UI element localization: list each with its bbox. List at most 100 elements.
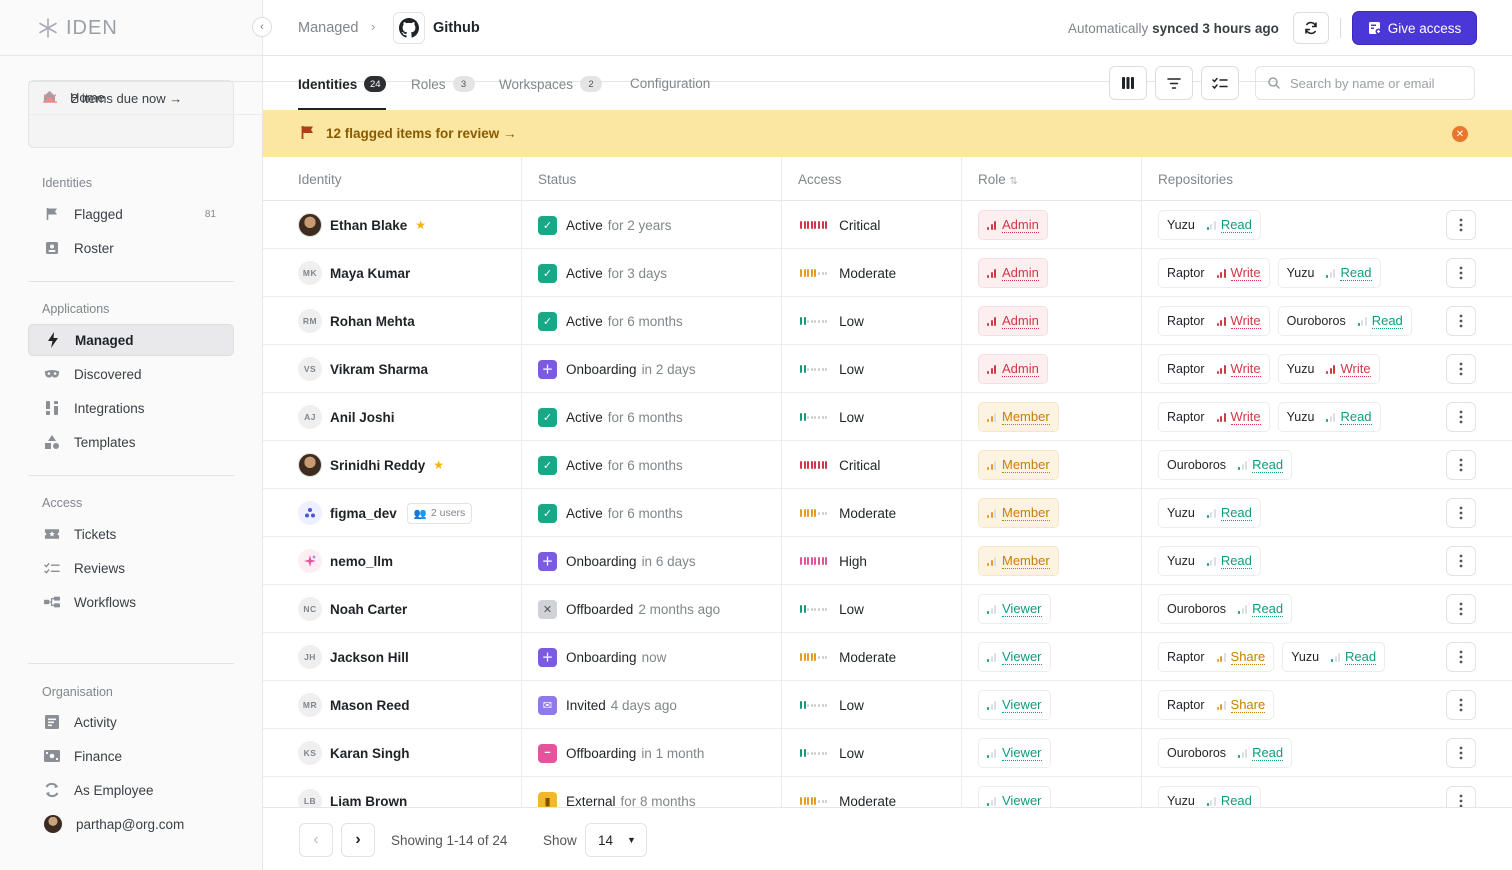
role-chip[interactable]: Admin: [978, 306, 1048, 336]
table-row[interactable]: MK Maya Kumar ✓ Active for 3 days Moderate A…: [263, 249, 1512, 297]
role-chip[interactable]: Member: [978, 402, 1059, 432]
flagged-review-link[interactable]: 12 flagged items for review →: [326, 126, 517, 141]
tab-configuration[interactable]: Configuration: [630, 76, 711, 91]
role-chip[interactable]: Member: [978, 546, 1059, 576]
role-chip[interactable]: Viewer: [978, 786, 1051, 807]
repository-chip[interactable]: Ouroboros Read: [1158, 450, 1293, 480]
table-row[interactable]: nemo_llm ＋ Onboarding in 6 days High Member…: [263, 537, 1512, 585]
table-row[interactable]: NC Noah Carter ✕ Offboarded 2 months ago Lo…: [263, 585, 1512, 633]
next-page-button[interactable]: ›: [341, 823, 375, 857]
table-row[interactable]: AJ Anil Joshi ✓ Active for 6 months Low Memb…: [263, 393, 1512, 441]
identity-name[interactable]: Anil Joshi: [330, 409, 395, 425]
row-actions-button[interactable]: [1446, 498, 1476, 528]
close-icon[interactable]: ✕: [1452, 126, 1468, 142]
repository-chip[interactable]: Yuzu Read: [1158, 786, 1261, 807]
repository-chip[interactable]: Ouroboros Read: [1158, 594, 1293, 624]
identity-name[interactable]: Liam Brown: [330, 793, 408, 808]
role-chip[interactable]: Viewer: [978, 642, 1051, 672]
repository-chip[interactable]: Raptor Write: [1158, 306, 1270, 336]
role-chip[interactable]: Viewer: [978, 738, 1051, 768]
repository-chip[interactable]: Raptor Write: [1158, 354, 1270, 384]
repository-chip[interactable]: Ouroboros Read: [1277, 306, 1412, 336]
repository-chip[interactable]: Yuzu Read: [1277, 402, 1381, 432]
column-identity[interactable]: Identity: [298, 172, 342, 187]
identity-name[interactable]: figma_dev: [330, 505, 397, 521]
table-row[interactable]: figma_dev 👥 2 users ✓ Active for 6 months Mo…: [263, 489, 1512, 537]
sidebar-item-discovered[interactable]: Discovered: [28, 358, 234, 390]
sidebar-item-as-employee[interactable]: As Employee: [28, 774, 234, 806]
table-row[interactable]: Ethan Blake ★ ✓ Active for 2 years Critical…: [263, 201, 1512, 249]
identity-name[interactable]: Jackson Hill: [330, 649, 409, 665]
sidebar-item-finance[interactable]: Finance: [28, 740, 234, 772]
repository-chip[interactable]: Raptor Share: [1158, 642, 1275, 672]
sidebar-item-workflows[interactable]: Workflows: [28, 586, 234, 618]
column-repositories[interactable]: Repositories: [1158, 172, 1234, 187]
identity-name[interactable]: Vikram Sharma: [330, 361, 429, 377]
tab-roles[interactable]: Roles 3: [411, 76, 475, 92]
table-row[interactable]: RM Rohan Mehta ✓ Active for 6 months Low Adm…: [263, 297, 1512, 345]
row-actions-button[interactable]: [1446, 258, 1476, 288]
row-actions-button[interactable]: [1446, 738, 1476, 768]
filter-button[interactable]: [1155, 66, 1193, 100]
row-actions-button[interactable]: [1446, 786, 1476, 807]
repository-chip[interactable]: Raptor Write: [1158, 402, 1270, 432]
sidebar-item-tickets[interactable]: Tickets: [28, 518, 234, 550]
row-actions-button[interactable]: [1446, 642, 1476, 672]
collapse-sidebar-button[interactable]: ‹: [252, 17, 272, 37]
columns-view-button[interactable]: [1109, 66, 1147, 100]
sidebar-item-roster[interactable]: Roster: [28, 232, 234, 264]
repository-chip[interactable]: Yuzu Read: [1282, 642, 1386, 672]
sidebar-item-reviews[interactable]: Reviews: [28, 552, 234, 584]
repository-chip[interactable]: Yuzu Write: [1277, 354, 1380, 384]
row-actions-button[interactable]: [1446, 354, 1476, 384]
role-chip[interactable]: Admin: [978, 210, 1048, 240]
repository-chip[interactable]: Yuzu Read: [1158, 546, 1261, 576]
identity-name[interactable]: nemo_llm: [330, 553, 394, 569]
prev-page-button[interactable]: ‹: [299, 823, 333, 857]
role-chip[interactable]: Member: [978, 450, 1059, 480]
row-actions-button[interactable]: [1446, 450, 1476, 480]
give-access-button[interactable]: Give access: [1353, 12, 1476, 44]
row-actions-button[interactable]: [1446, 690, 1476, 720]
repository-chip[interactable]: Yuzu Read: [1277, 258, 1381, 288]
sidebar-item-activity[interactable]: Activity: [28, 706, 234, 738]
table-row[interactable]: Srinidhi Reddy ★ ✓ Active for 6 months Crit…: [263, 441, 1512, 489]
identity-name[interactable]: Maya Kumar: [330, 265, 411, 281]
user-account-menu[interactable]: parthap@org.com: [28, 808, 234, 840]
role-chip[interactable]: Viewer: [978, 690, 1051, 720]
page-size-select[interactable]: 14 ▼: [585, 823, 647, 857]
tab-workspaces[interactable]: Workspaces 2: [499, 76, 603, 92]
users-count-chip[interactable]: 👥 2 users: [406, 502, 473, 524]
column-status[interactable]: Status: [538, 172, 577, 187]
tab-identities[interactable]: Identities 24: [298, 76, 387, 110]
sync-button[interactable]: [1293, 12, 1329, 44]
row-actions-button[interactable]: [1446, 546, 1476, 576]
row-actions-button[interactable]: [1446, 306, 1476, 336]
table-row[interactable]: LB Liam Brown ▮ External for 8 months Moder…: [263, 777, 1512, 807]
sidebar-item-flagged[interactable]: Flagged 81: [28, 198, 234, 230]
repository-chip[interactable]: Raptor Write: [1158, 258, 1270, 288]
column-access[interactable]: Access: [798, 172, 842, 187]
repository-chip[interactable]: Yuzu Read: [1158, 498, 1261, 528]
role-chip[interactable]: Admin: [978, 258, 1048, 288]
identity-name[interactable]: Srinidhi Reddy: [330, 457, 426, 473]
sidebar-item-managed[interactable]: Managed: [28, 324, 234, 356]
bulk-select-button[interactable]: [1201, 66, 1239, 100]
identity-name[interactable]: Karan Singh: [330, 745, 410, 761]
sidebar-item-templates[interactable]: Templates: [28, 426, 234, 458]
role-chip[interactable]: Admin: [978, 354, 1048, 384]
role-chip[interactable]: Member: [978, 498, 1059, 528]
search-input[interactable]: Search by name or email: [1255, 66, 1475, 100]
identity-name[interactable]: Rohan Mehta: [330, 313, 415, 329]
repository-chip[interactable]: Raptor Share: [1158, 690, 1275, 720]
table-row[interactable]: VS Vikram Sharma ＋ Onboarding in 2 days Low…: [263, 345, 1512, 393]
identity-name[interactable]: Mason Reed: [330, 697, 410, 713]
row-actions-button[interactable]: [1446, 210, 1476, 240]
sidebar-item-integrations[interactable]: Integrations: [28, 392, 234, 424]
identity-name[interactable]: Ethan Blake: [330, 217, 408, 233]
breadcrumb-managed[interactable]: Managed: [298, 20, 359, 36]
role-chip[interactable]: Viewer: [978, 594, 1051, 624]
table-row[interactable]: JH Jackson Hill ＋ Onboarding now Moderate Vi…: [263, 633, 1512, 681]
row-actions-button[interactable]: [1446, 594, 1476, 624]
logo[interactable]: IDEN: [38, 16, 118, 40]
